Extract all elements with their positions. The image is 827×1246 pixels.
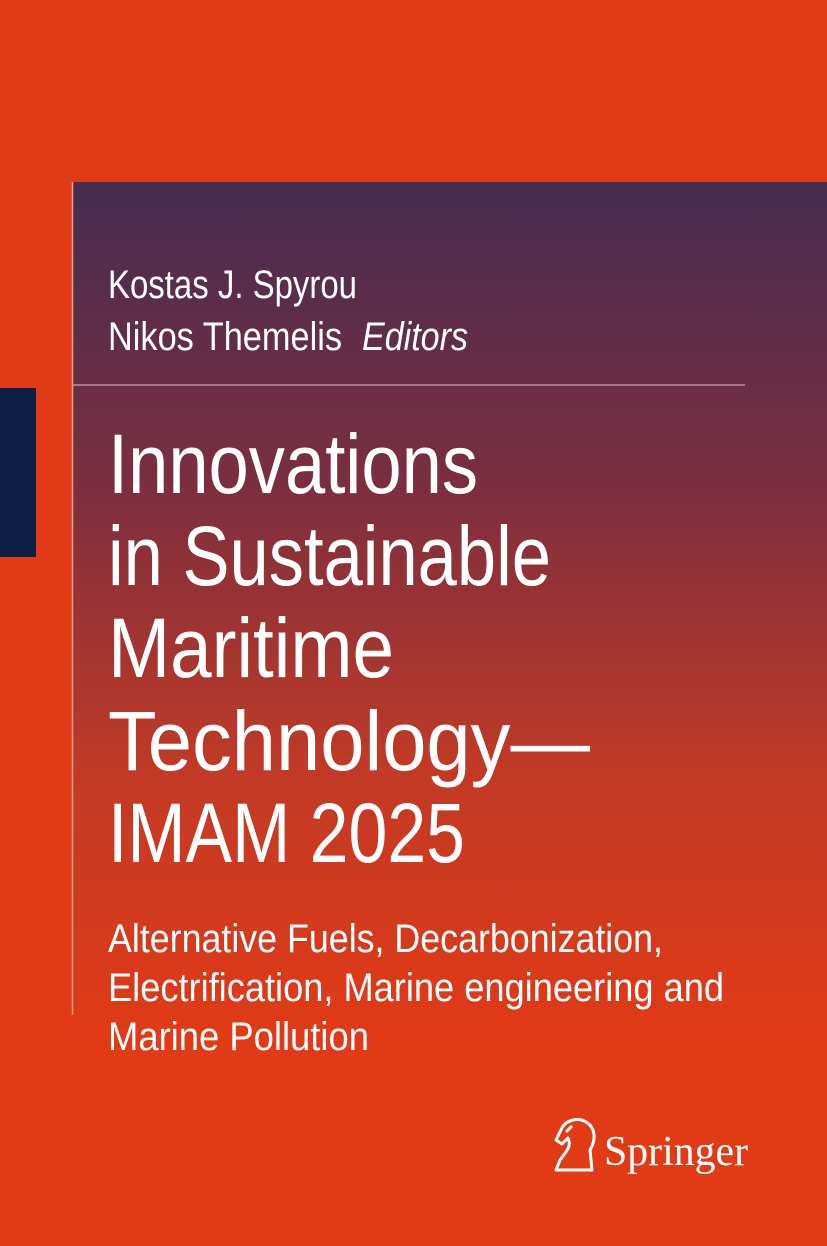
author: Kostas J. Spyrou xyxy=(108,263,357,307)
title-line: Innovations xyxy=(108,417,478,511)
spine-mark xyxy=(0,388,36,557)
role: Editors xyxy=(362,315,468,359)
publisher-logo xyxy=(554,1118,596,1172)
author: Nikos Themelis xyxy=(108,315,342,359)
title-line: Maritime xyxy=(108,601,394,695)
publisher: Springer xyxy=(604,1129,748,1175)
subtitle-line: Electrification, Marine engineering and xyxy=(108,966,724,1010)
title-line: in Sustainable xyxy=(108,509,551,603)
subtitle-line: Alternative Fuels, Decarbonization, xyxy=(108,917,663,961)
gradient-panel xyxy=(72,182,827,1032)
title-line: IMAM 2025 xyxy=(108,786,465,880)
subtitle-line: Marine Pollution xyxy=(108,1015,369,1059)
title-line: Technology— xyxy=(108,694,590,788)
